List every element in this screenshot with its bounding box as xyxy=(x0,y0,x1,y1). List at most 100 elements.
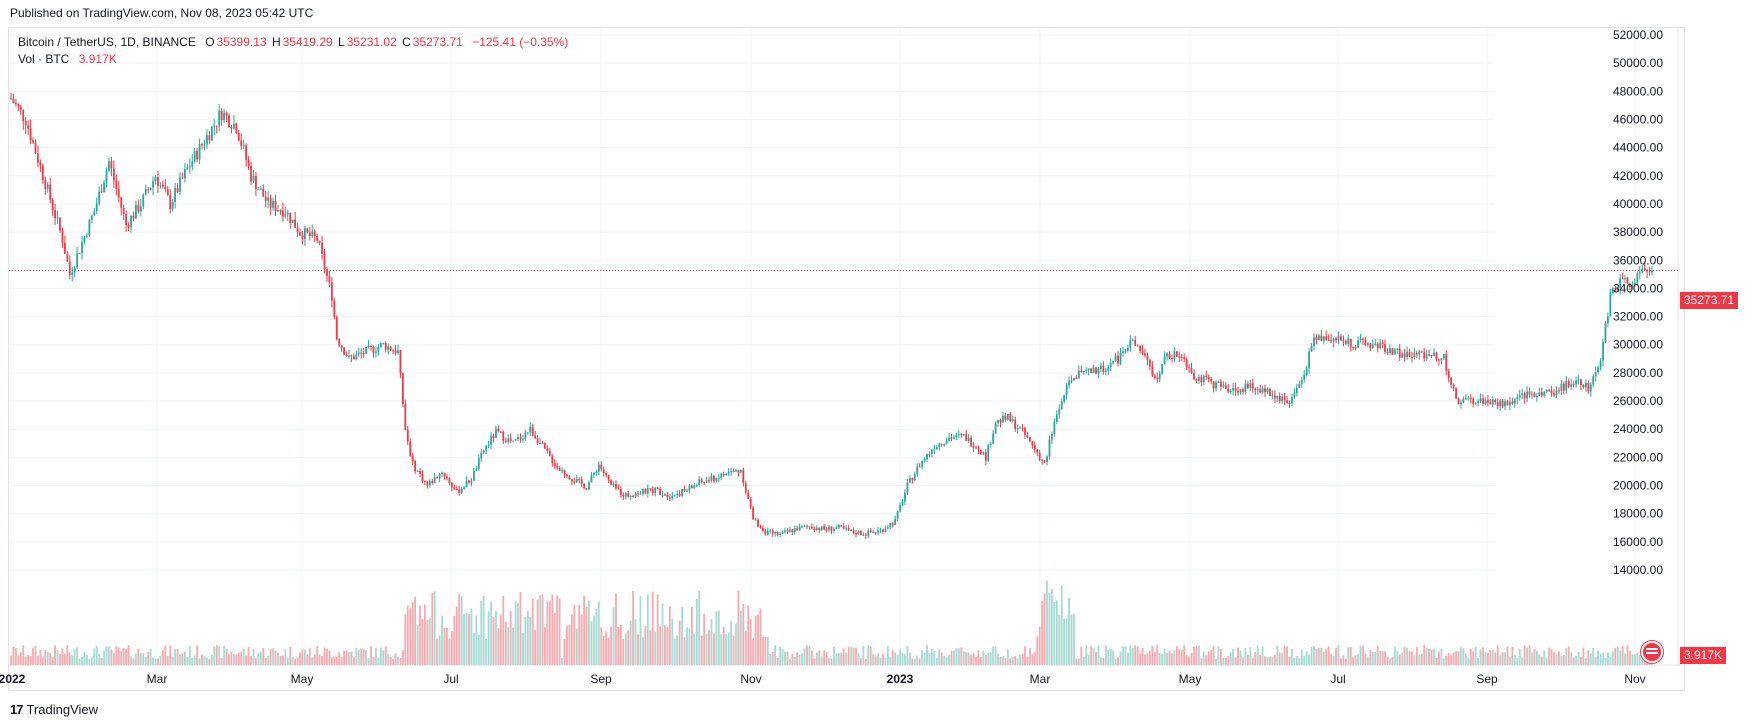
volume-bar xyxy=(1254,651,1257,665)
candle-body xyxy=(1489,402,1492,405)
volume-bar xyxy=(1131,648,1134,665)
volume-bar xyxy=(389,656,392,665)
volume-bar xyxy=(1589,653,1592,665)
volume-bar xyxy=(397,656,399,665)
candle-body xyxy=(117,188,120,198)
candle-body xyxy=(717,477,720,479)
candle-body xyxy=(1565,380,1568,391)
candle-body xyxy=(668,497,671,499)
volume-bar xyxy=(948,654,950,665)
candle-body xyxy=(732,470,735,472)
candle-body xyxy=(1474,403,1477,405)
volume-bar xyxy=(1469,648,1472,665)
volume-bar xyxy=(791,653,794,665)
volume-bar xyxy=(874,656,877,665)
volume-bar xyxy=(443,627,446,665)
candle-body xyxy=(820,526,823,530)
candle-body xyxy=(1281,396,1284,402)
candle-body xyxy=(397,350,399,354)
volume-bar xyxy=(1587,650,1590,665)
volume-bar xyxy=(1455,651,1457,665)
candle-body xyxy=(666,494,669,498)
candle-body xyxy=(739,469,742,473)
volume-bar xyxy=(786,651,789,665)
volume-bar xyxy=(1366,656,1369,665)
candle-body xyxy=(1648,271,1651,273)
volume-bar xyxy=(1643,657,1646,665)
candle-body xyxy=(1511,401,1514,404)
candle-body xyxy=(1026,435,1029,438)
chart-frame[interactable] xyxy=(8,27,1685,691)
volume-bar xyxy=(277,652,279,665)
candle-body xyxy=(27,125,30,129)
y-tick-label: 16000.00 xyxy=(1613,535,1663,549)
volume-bar xyxy=(708,629,710,665)
volume-bar xyxy=(497,628,500,665)
volume-bar xyxy=(419,605,421,665)
volume-bar xyxy=(1114,658,1117,665)
volume-bar xyxy=(737,590,740,665)
candle-body xyxy=(710,475,713,481)
tradingview-brand[interactable]: 17 TradingView xyxy=(10,702,98,717)
candle-body xyxy=(203,144,206,146)
volume-bar xyxy=(602,635,605,665)
candle-body xyxy=(411,455,414,462)
volume-bar xyxy=(710,619,713,665)
volume-bar xyxy=(889,656,892,665)
candle-body xyxy=(1185,359,1188,368)
volume-bar xyxy=(436,638,439,665)
volume-bar xyxy=(1607,652,1609,665)
candle-body xyxy=(673,494,676,496)
candle-body xyxy=(566,474,568,476)
volume-bar xyxy=(112,653,115,665)
candle-body xyxy=(1484,400,1487,404)
candle-body xyxy=(66,253,69,262)
candle-body xyxy=(1575,380,1577,385)
volume-bar xyxy=(989,652,992,665)
volume-bar xyxy=(63,653,66,665)
volume-bar xyxy=(1310,646,1313,665)
volume-bar xyxy=(735,623,737,665)
candle-body xyxy=(1609,293,1612,317)
candle-body xyxy=(71,272,74,275)
candle-body xyxy=(392,350,394,352)
volume-bar xyxy=(1234,657,1237,665)
volume-bar xyxy=(1440,649,1443,665)
volume-bar xyxy=(886,646,889,665)
candle-body xyxy=(257,189,260,191)
volume-bar xyxy=(1433,648,1435,665)
symbol-label[interactable]: Bitcoin / TetherUS, 1D, BINANCE xyxy=(18,35,196,49)
candle-body xyxy=(284,214,287,217)
candle-body xyxy=(1131,339,1134,341)
volume-bar xyxy=(1278,652,1281,665)
candle-body xyxy=(1060,401,1063,410)
volume-bar xyxy=(1555,655,1558,665)
candle-body xyxy=(664,494,666,496)
volume-label[interactable]: Vol · BTC xyxy=(18,52,70,66)
volume-bar xyxy=(1636,652,1639,665)
open-label: O xyxy=(205,35,215,49)
candle-body xyxy=(960,434,963,436)
candle-body xyxy=(1063,395,1066,402)
candle-body xyxy=(1318,335,1320,341)
volume-bar xyxy=(98,653,101,665)
candle-body xyxy=(1087,368,1090,371)
candle-body xyxy=(1085,370,1088,372)
volume-bar xyxy=(666,626,669,665)
volume-bar xyxy=(877,653,879,665)
volume-bar xyxy=(1553,651,1555,665)
volume-bar xyxy=(781,648,784,665)
volume-bar xyxy=(992,646,995,665)
candle-body xyxy=(1604,323,1607,342)
volume-bar xyxy=(90,657,93,665)
volume-bar xyxy=(414,596,417,665)
us-flag-icon[interactable] xyxy=(1641,641,1663,663)
candle-body xyxy=(230,127,233,129)
candle-body xyxy=(747,492,750,499)
candle-body xyxy=(1183,357,1186,360)
candle-body xyxy=(1009,413,1012,422)
candle-body xyxy=(44,180,47,190)
volume-bar xyxy=(1430,649,1433,665)
candle-body xyxy=(130,215,132,228)
